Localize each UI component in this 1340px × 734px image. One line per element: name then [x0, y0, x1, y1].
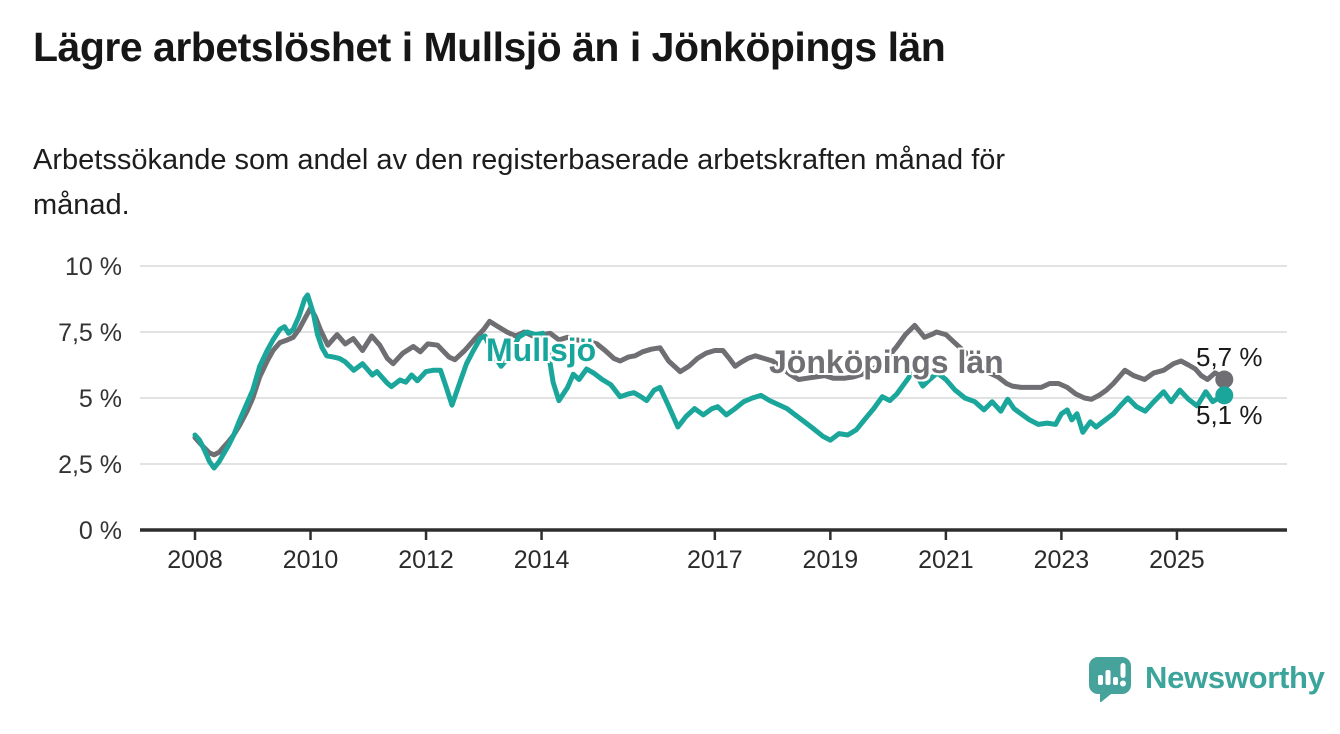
x-tick-label: 2021: [918, 546, 974, 574]
chart-subtitle: Arbetssökande som andel av den registerb…: [33, 138, 1005, 228]
x-tick-label: 2017: [687, 546, 743, 574]
subtitle-line-1: Arbetssökande som andel av den registerb…: [33, 144, 1006, 176]
x-tick-label: 2010: [283, 546, 339, 574]
x-tick-label: 2008: [167, 546, 223, 574]
series-label-jonkopings-lan: Jönköpings län: [769, 344, 1004, 380]
end-dot-mullsjo: [1215, 386, 1234, 405]
series-line-jonkopings-lan: [192, 305, 1227, 458]
series-line-mullsjo: [192, 292, 1227, 471]
end-value-label-mullsjo: 5,1 %: [1196, 400, 1263, 430]
x-tick-label: 2023: [1034, 546, 1090, 574]
x-tick-label: 2012: [398, 546, 454, 574]
y-tick-label: 0 %: [79, 517, 122, 545]
x-tick-label: 2025: [1149, 546, 1205, 574]
y-tick-label: 7,5 %: [58, 319, 122, 347]
subtitle-line-2: månad.: [33, 188, 130, 221]
logo-text: Newsworthy: [1145, 660, 1325, 695]
newsworthy-bubble-chart-icon: [1089, 657, 1131, 702]
y-tick-label: 5 %: [79, 385, 122, 413]
x-tick-label: 2014: [514, 546, 570, 574]
series-label-mullsjo: Mullsjö: [486, 332, 597, 368]
end-dot-jonkopings-lan: [1215, 370, 1234, 389]
y-tick-label: 2,5 %: [58, 451, 122, 479]
page-title: Lägre arbetslöshet i Mullsjö än i Jönköp…: [33, 24, 946, 70]
x-tick-label: 2019: [803, 546, 859, 574]
y-tick-label: 10 %: [65, 253, 122, 281]
newsworthy-logo: Newsworthy: [1086, 654, 1325, 702]
end-value-label-jonkopings-lan: 5,7 %: [1196, 342, 1263, 372]
